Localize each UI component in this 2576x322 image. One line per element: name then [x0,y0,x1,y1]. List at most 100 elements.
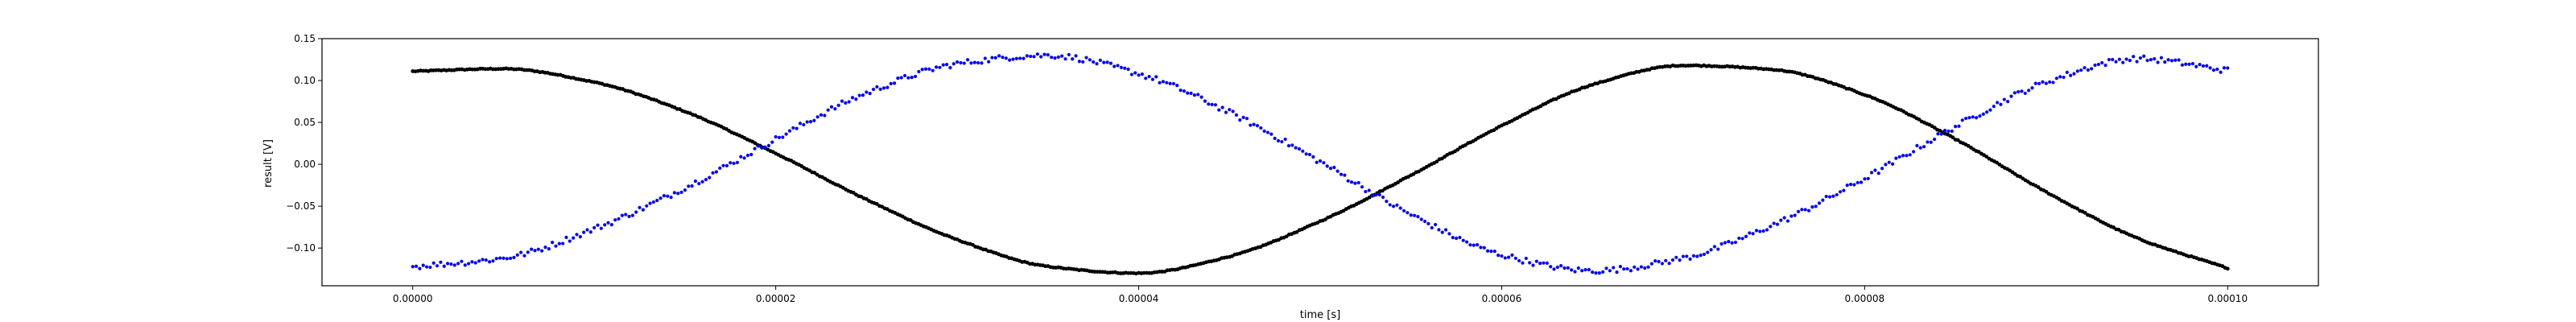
data-point [952,62,956,66]
data-point [1685,254,1689,258]
data-point [435,264,440,268]
data-point [2159,56,2163,60]
data-point [826,108,830,112]
data-point [2062,75,2066,80]
data-point [1492,249,1496,254]
data-point [1856,180,1860,185]
x-tick-label: 0.00010 [2207,293,2248,304]
data-point [2187,62,2191,66]
data-point [1876,171,1880,175]
data-point [1643,266,1647,270]
data-point [1022,56,1026,60]
data-point [1984,155,1989,159]
data-point [1113,64,1117,68]
data-point [1196,93,1200,97]
data-point [428,265,432,270]
data-point [1335,169,1340,173]
data-point [1758,229,1762,233]
data-point [1563,266,1567,270]
data-point [1716,247,1720,251]
data-point [777,135,782,139]
data-point [693,179,698,184]
data-point [613,218,617,222]
data-point [1217,108,1221,112]
data-point [1053,56,1057,60]
data-point [1276,138,1281,142]
data-point [1772,221,1776,225]
data-point [760,146,764,150]
data-point [1029,54,1033,59]
data-point [1443,228,1448,232]
data-point [1395,203,1399,207]
data-point [1476,243,1480,247]
x-tick-label: 0.00002 [756,293,796,304]
data-point [910,76,914,80]
data-point [1262,129,1266,133]
data-point [735,160,740,164]
data-point [1971,115,1975,119]
x-tick-label: 0.00004 [1119,293,1159,304]
data-point [1953,125,1958,129]
data-point [1108,61,1113,65]
data-point [421,263,425,267]
data-point [1207,102,1211,106]
data-point [969,61,973,65]
data-point [1552,267,1556,271]
data-point [959,60,963,65]
data-point [2033,81,2037,85]
data-point [2041,80,2045,84]
data-point [1517,258,1521,263]
data-point [1873,168,1877,172]
data-point [1175,84,1179,88]
data-point [2153,57,2157,61]
data-point [896,76,900,80]
data-point [1346,179,1350,183]
data-point [1406,211,1410,215]
data-point [899,76,903,80]
data-point [962,61,966,65]
data-point [2086,68,2090,72]
data-point [795,126,799,130]
data-point [1691,254,1696,258]
data-point [745,153,750,158]
data-point [1800,208,1804,212]
data-point [1681,254,1686,258]
data-point [812,118,816,122]
data-point [1688,257,1692,261]
data-point [638,205,642,209]
y-axis-label: result [V] [262,139,275,188]
data-point [1150,77,1154,81]
data-point [708,175,712,180]
data-point [1454,236,1459,241]
data-point [1559,263,1563,268]
data-point [1265,130,1270,134]
data-point [1587,267,1591,272]
data-point [1806,208,1811,213]
data-point [1869,171,1874,175]
data-point [1951,135,1955,140]
data-point [784,132,788,136]
data-point [1315,160,1319,164]
data-point [923,67,928,71]
data-point [1917,118,1922,122]
data-point [1311,155,1315,159]
data-point [739,155,743,159]
data-point [1765,228,1769,232]
data-point [1510,253,1514,257]
data-point [1437,228,1441,232]
data-point [1353,181,1357,185]
data-point [1699,254,1703,258]
data-point [721,163,725,167]
data-point [1570,268,1574,272]
data-point [1653,259,1657,263]
data-point [526,250,530,254]
data-point [2083,210,2087,215]
data-point [1751,232,1755,236]
data-point [2163,60,2167,64]
axes-layer: 0.00000 0.00002 0.00004 0.00006 0.00008 0.000… [286,33,2319,304]
data-point [1071,57,1075,61]
data-point [2166,58,2170,62]
data-point [658,196,663,200]
